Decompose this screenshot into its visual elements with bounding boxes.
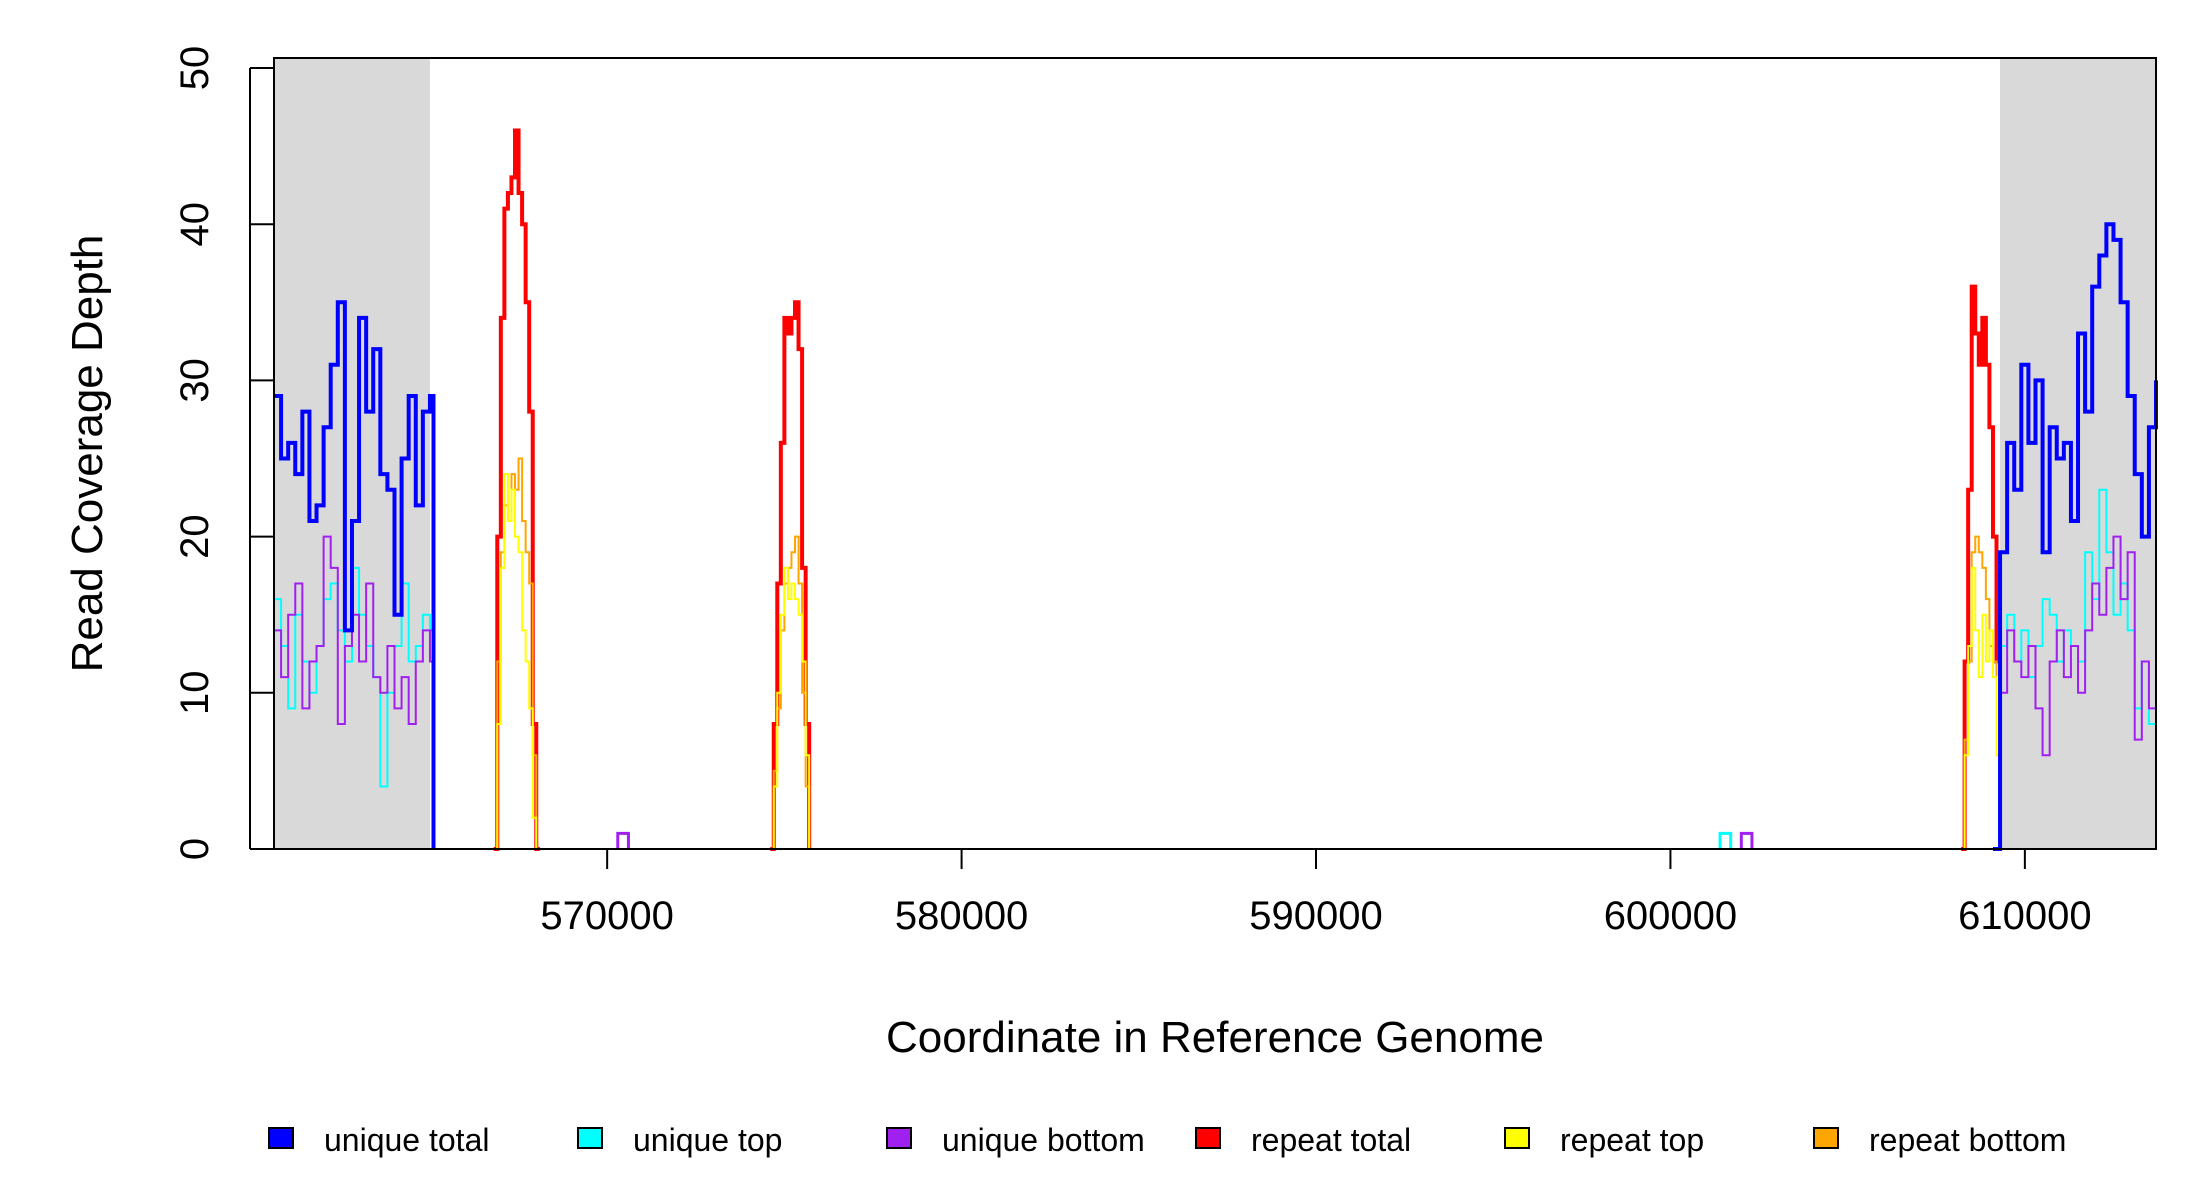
series-line-unique-bottom-1 [274, 535, 435, 849]
x-tick-label-4: 600000 [1604, 894, 1737, 938]
legend-swatch-repeat-total [1195, 1127, 1221, 1149]
y-axis-title: Read Coverage Depth [63, 235, 112, 673]
y-tick-label-1: 0 [173, 838, 217, 860]
x-tick-label-2: 580000 [895, 894, 1028, 938]
shaded-region-1 [274, 58, 430, 849]
legend-swatch-unique-bottom [886, 1127, 912, 1149]
small-bump-3 [1739, 831, 1754, 849]
small-bump-1 [616, 831, 630, 849]
legend-swatch-repeat-bottom [1813, 1127, 1839, 1149]
y-tick-label-4: 30 [173, 358, 217, 403]
series-line-repeat-top-1 [493, 473, 540, 850]
series-line-unique-total-1 [274, 300, 436, 849]
plot-frame [273, 57, 2157, 850]
x-tick-label-1: 570000 [540, 894, 673, 938]
series-line-repeat-total-2 [770, 300, 812, 851]
x-axis: 570000 580000 590000 600000 610000 [540, 849, 2092, 938]
y-tick-label-3: 20 [173, 514, 217, 559]
legend-label-repeat-top: repeat top [1560, 1122, 1704, 1158]
series-line-unique-total-2 [1992, 222, 2158, 851]
legend-label-unique-bottom: unique bottom [942, 1122, 1145, 1158]
legend-swatch-repeat-top [1504, 1127, 1530, 1149]
y-axis: 0 10 20 30 40 50 [173, 46, 274, 860]
y-tick-label-6: 50 [173, 46, 217, 91]
legend-swatch-unique-top [577, 1127, 603, 1149]
series-line-repeat-total-3 [1961, 284, 2001, 851]
x-tick-label-5: 610000 [1958, 894, 2091, 938]
y-tick-label-5: 40 [173, 202, 217, 247]
series-line-repeat-bottom-1 [493, 457, 540, 850]
legend-swatch-unique-total [268, 1127, 294, 1149]
series-line-repeat-top-3 [1961, 566, 2002, 850]
small-bump-2 [1718, 831, 1733, 849]
shaded-regions [274, 58, 2156, 849]
series-lines [274, 128, 2158, 851]
x-axis-title: Coordinate in Reference Genome [886, 1013, 1544, 1062]
x-tick-label-3: 590000 [1249, 894, 1382, 938]
series-line-unique-bottom-2 [1992, 535, 2157, 850]
legend-label-unique-total: unique total [324, 1122, 489, 1158]
y-tick-label-2: 10 [173, 671, 217, 716]
legend-label-repeat-total: repeat total [1251, 1122, 1411, 1158]
legend-label-repeat-bottom: repeat bottom [1869, 1122, 2066, 1158]
series-line-repeat-total-1 [493, 128, 540, 851]
legend-label-unique-top: unique top [633, 1122, 782, 1158]
series-line-repeat-top-2 [770, 566, 811, 850]
legend: unique total unique top unique bottom repea… [268, 1122, 2066, 1158]
